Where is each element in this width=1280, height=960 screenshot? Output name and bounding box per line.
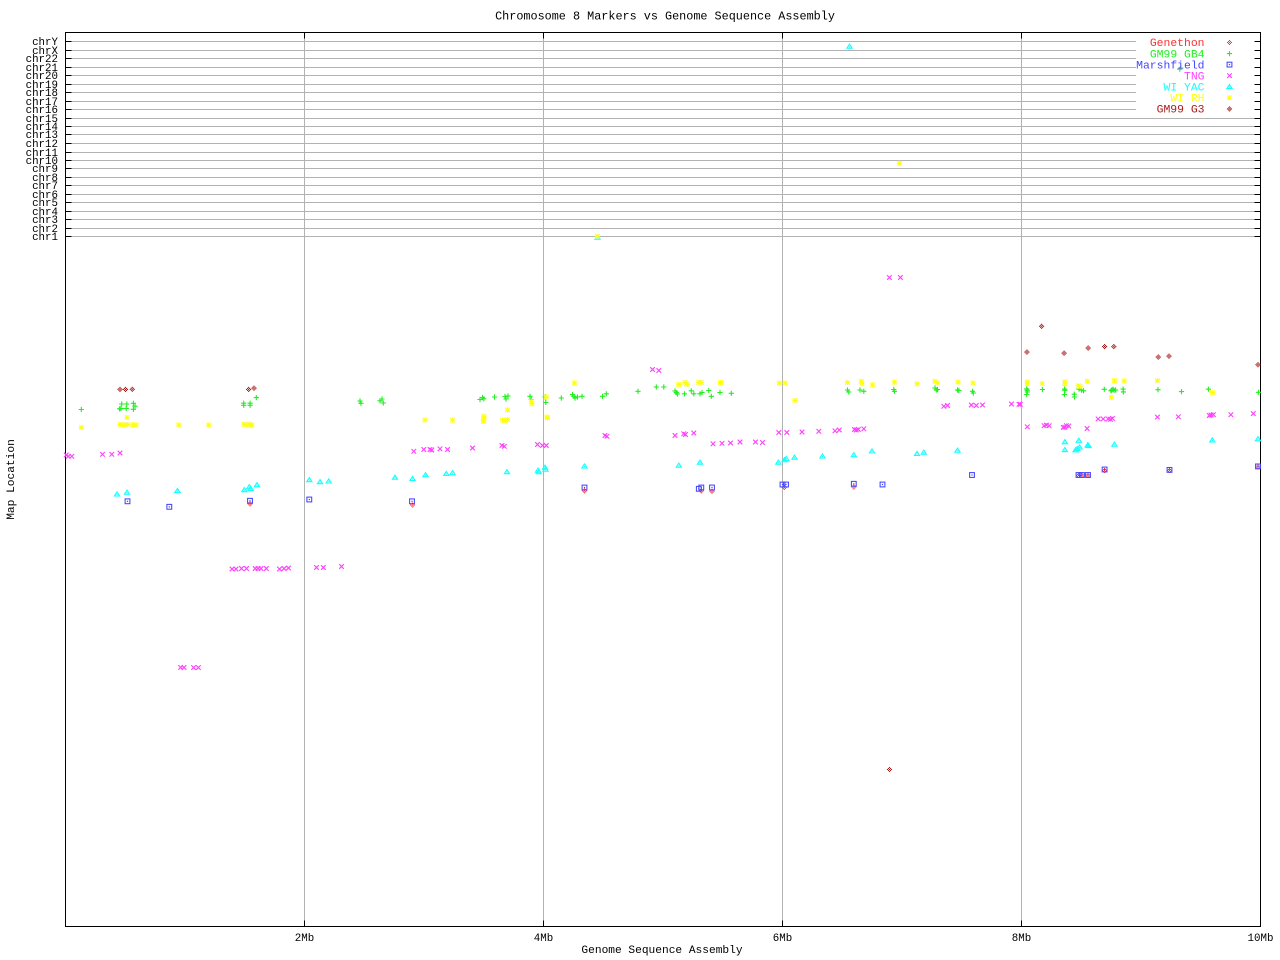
svg-text:GM99 GB4: GM99 GB4: [1150, 49, 1205, 61]
svg-text:Map Location: Map Location: [6, 439, 18, 520]
svg-text:chr8: chr8: [32, 173, 58, 185]
svg-text:chr18: chr18: [26, 88, 58, 100]
svg-text:6Mb: 6Mb: [773, 933, 792, 945]
svg-text:chr5: chr5: [32, 198, 58, 210]
svg-text:chr17: chr17: [26, 97, 58, 109]
svg-text:8Mb: 8Mb: [1012, 933, 1031, 945]
svg-text:10Mb: 10Mb: [1248, 933, 1274, 945]
svg-text:chr11: chr11: [26, 148, 58, 160]
svg-text:chr7: chr7: [32, 181, 58, 193]
svg-text:TNG: TNG: [1184, 71, 1205, 83]
svg-text:chr6: chr6: [32, 190, 58, 202]
svg-text:chr3: chr3: [32, 215, 58, 227]
svg-text:Marshfield: Marshfield: [1136, 60, 1204, 72]
svg-text:chr10: chr10: [26, 156, 58, 168]
svg-text:WI YAC: WI YAC: [1163, 83, 1204, 95]
svg-text:chr13: chr13: [26, 130, 58, 142]
svg-text:chr4: chr4: [32, 207, 58, 219]
svg-text:chr20: chr20: [26, 71, 58, 83]
svg-text:Genethon: Genethon: [1150, 38, 1205, 50]
svg-text:GM99 G3: GM99 G3: [1157, 105, 1205, 117]
svg-text:chr2: chr2: [32, 224, 58, 236]
svg-text:chr14: chr14: [26, 122, 58, 134]
svg-text:chr16: chr16: [26, 105, 58, 117]
svg-text:chrX: chrX: [32, 46, 58, 58]
svg-text:4Mb: 4Mb: [534, 933, 553, 945]
svg-text:chrY: chrY: [32, 37, 58, 49]
svg-text:chr21: chr21: [26, 63, 58, 75]
svg-text:WI RH: WI RH: [1170, 94, 1204, 106]
svg-text:chr22: chr22: [26, 54, 58, 66]
svg-text:Chromosome 8 Markers vs Genome: Chromosome 8 Markers vs Genome Sequence …: [495, 10, 835, 24]
svg-text:2Mb: 2Mb: [295, 933, 314, 945]
svg-text:chr15: chr15: [26, 114, 58, 126]
svg-text:Genome Sequence Assembly: Genome Sequence Assembly: [581, 945, 742, 957]
svg-text:chr12: chr12: [26, 139, 58, 151]
svg-text:chr1: chr1: [32, 232, 58, 244]
svg-text:chr19: chr19: [26, 80, 58, 92]
svg-text:chr9: chr9: [32, 164, 58, 176]
